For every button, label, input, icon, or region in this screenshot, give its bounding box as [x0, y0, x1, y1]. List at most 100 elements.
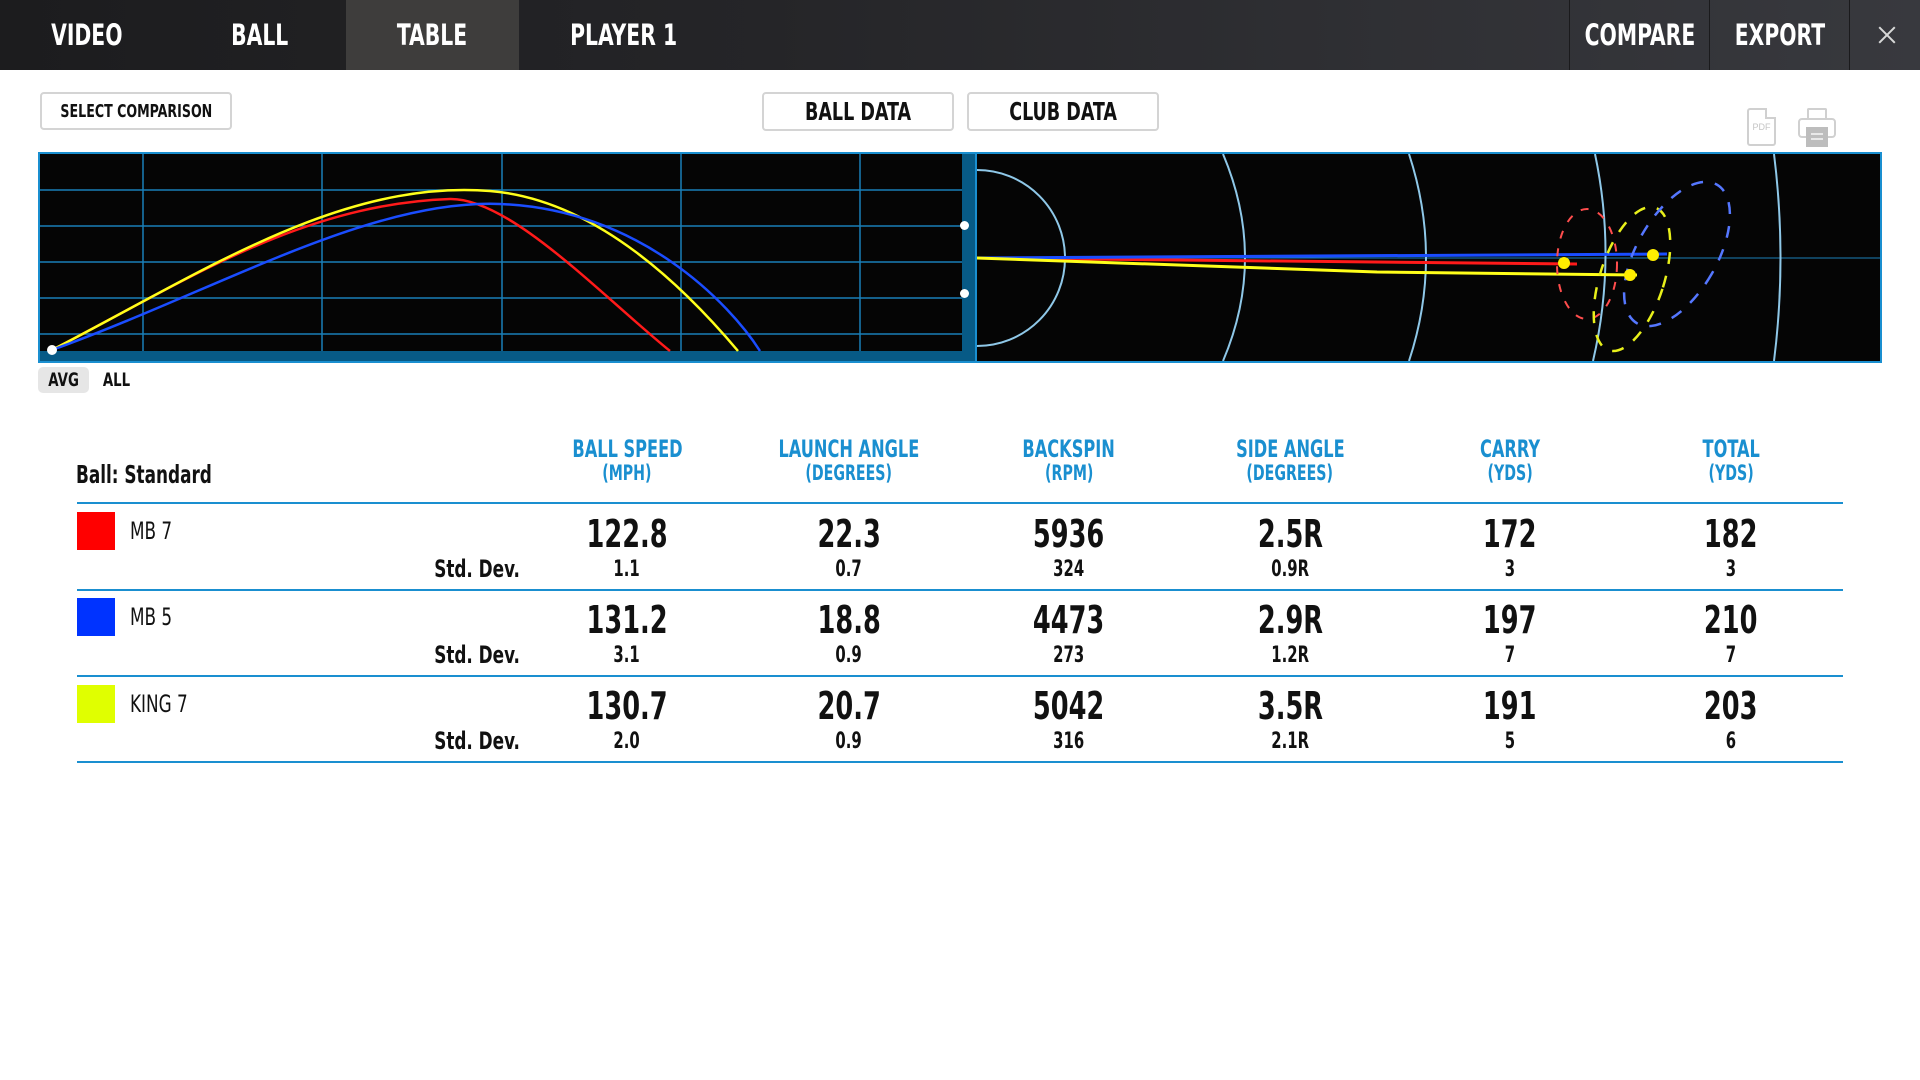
column-header-carry: CARRY (YDS) — [1400, 437, 1620, 485]
std-dev-text: Std. Dev. — [434, 555, 520, 583]
value-text: 5042 — [1033, 684, 1105, 728]
total-value: 210 — [1621, 598, 1841, 642]
std-dev-text: Std. Dev. — [434, 727, 520, 755]
tab-ball[interactable]: BALL — [173, 0, 346, 70]
print-icon[interactable] — [1798, 108, 1836, 148]
std-dev-value: 2.1R — [1271, 729, 1309, 754]
column-unit: (YDS) — [1487, 461, 1533, 485]
std-dev-value: 2.0 — [613, 729, 641, 754]
top-nav-bar: VIDEO BALL TABLE PLAYER 1 COMPARE EXPORT — [0, 0, 1920, 70]
std-dev-value: 6 — [1725, 729, 1737, 754]
divider-handle-top[interactable] — [960, 221, 969, 230]
std-dev-text: Std. Dev. — [434, 641, 520, 669]
value-text: 3.5R — [1257, 684, 1323, 728]
value-text: 131.2 — [586, 598, 668, 642]
ball-speed-std-dev: 1.1 — [517, 557, 737, 582]
tab-label: TABLE — [397, 18, 468, 52]
total-std-dev: 3 — [1621, 557, 1841, 582]
launch-angle-std-dev: 0.7 — [739, 557, 959, 582]
launch-angle-value: 18.8 — [739, 598, 959, 642]
color-swatch-king7 — [77, 685, 115, 723]
tab-table[interactable]: TABLE — [346, 0, 519, 70]
value-text: 203 — [1704, 684, 1758, 728]
column-name: CARRY — [1479, 435, 1541, 463]
printer-top — [1807, 108, 1827, 120]
backspin-std-dev: 324 — [959, 557, 1179, 582]
std-dev-value: 3 — [1504, 557, 1516, 582]
pdf-icon-text: PDF — [1752, 122, 1771, 132]
color-swatch-mb5 — [77, 598, 115, 636]
std-dev-value: 0.9 — [835, 643, 863, 668]
total-std-dev: 6 — [1621, 729, 1841, 754]
std-dev-value: 316 — [1053, 729, 1085, 754]
std-dev-label: Std. Dev. — [400, 727, 520, 755]
tee-point-icon — [47, 345, 57, 355]
ball-data-button[interactable]: BALL DATA — [762, 92, 954, 131]
std-dev-value: 5 — [1504, 729, 1516, 754]
value-text: 20.7 — [817, 684, 881, 728]
ball-speed-value: 130.7 — [517, 684, 737, 728]
column-header-side-angle: SIDE ANGLE (DEGREES) — [1180, 437, 1400, 485]
side-angle-std-dev: 1.2R — [1180, 643, 1400, 668]
select-comparison-label: SELECT COMPARISON — [60, 100, 212, 122]
printer-paper — [1806, 127, 1828, 147]
tab-label: BALL — [230, 18, 289, 52]
club-name-text: MB 5 — [130, 603, 173, 631]
std-dev-value: 324 — [1053, 557, 1085, 582]
avg-toggle[interactable]: AVG — [38, 367, 90, 393]
value-text: 18.8 — [817, 598, 881, 642]
side-angle-std-dev: 2.1R — [1180, 729, 1400, 754]
club-name: MB 5 — [130, 603, 184, 631]
column-name: BALL SPEED — [571, 435, 683, 463]
all-label: ALL — [102, 369, 131, 391]
side-angle-value: 2.9R — [1180, 598, 1400, 642]
std-dev-value: 0.7 — [835, 557, 863, 582]
divider-handle-bottom[interactable] — [960, 289, 969, 298]
value-text: 210 — [1704, 598, 1758, 642]
backspin-std-dev: 316 — [959, 729, 1179, 754]
club-name: KING 7 — [130, 690, 204, 718]
table-header-divider — [77, 502, 1843, 504]
value-text: 2.5R — [1257, 512, 1323, 556]
carry-std-dev: 3 — [1400, 557, 1620, 582]
mb7-landing-point-icon — [1558, 257, 1570, 269]
club-name-text: MB 7 — [130, 517, 173, 545]
column-unit: (MPH) — [602, 461, 652, 485]
trajectory-panel — [38, 152, 1882, 363]
value-text: 4473 — [1033, 598, 1105, 642]
backspin-std-dev: 273 — [959, 643, 1179, 668]
side-view-chart — [40, 154, 962, 361]
top-view-chart — [977, 154, 1880, 361]
side-angle-value: 2.5R — [1180, 512, 1400, 556]
select-comparison-button[interactable]: SELECT COMPARISON — [40, 92, 232, 130]
std-dev-value: 273 — [1053, 643, 1085, 668]
std-dev-value: 0.9R — [1271, 557, 1309, 582]
carry-value: 191 — [1400, 684, 1620, 728]
column-name: SIDE ANGLE — [1235, 435, 1345, 463]
view-divider-handle[interactable] — [960, 154, 977, 361]
color-swatch-mb7 — [77, 512, 115, 550]
tab-player-1[interactable]: PLAYER 1 — [519, 0, 729, 70]
close-icon[interactable] — [1849, 0, 1920, 70]
tab-video[interactable]: VIDEO — [0, 0, 173, 70]
carry-value: 197 — [1400, 598, 1620, 642]
std-dev-value: 1.1 — [613, 557, 641, 582]
mb5-landing-point-icon — [1647, 249, 1659, 261]
club-data-button[interactable]: CLUB DATA — [967, 92, 1159, 131]
tab-label: PLAYER 1 — [570, 18, 678, 52]
compare-button[interactable]: COMPARE — [1569, 0, 1709, 70]
value-text: 5936 — [1033, 512, 1105, 556]
side-angle-value: 3.5R — [1180, 684, 1400, 728]
side-angle-std-dev: 0.9R — [1180, 557, 1400, 582]
column-header-ball-speed: BALL SPEED (MPH) — [517, 437, 737, 485]
std-dev-value: 0.9 — [835, 729, 863, 754]
ball-type-text: Ball: Standard — [76, 460, 212, 489]
club-data-label: CLUB DATA — [1009, 97, 1117, 126]
pdf-icon[interactable]: PDF — [1747, 108, 1776, 146]
std-dev-value: 3.1 — [613, 643, 641, 668]
value-text: 191 — [1483, 684, 1537, 728]
row-divider — [77, 589, 1843, 591]
all-toggle[interactable]: ALL — [93, 367, 140, 393]
carry-value: 172 — [1400, 512, 1620, 556]
export-button[interactable]: EXPORT — [1709, 0, 1849, 70]
